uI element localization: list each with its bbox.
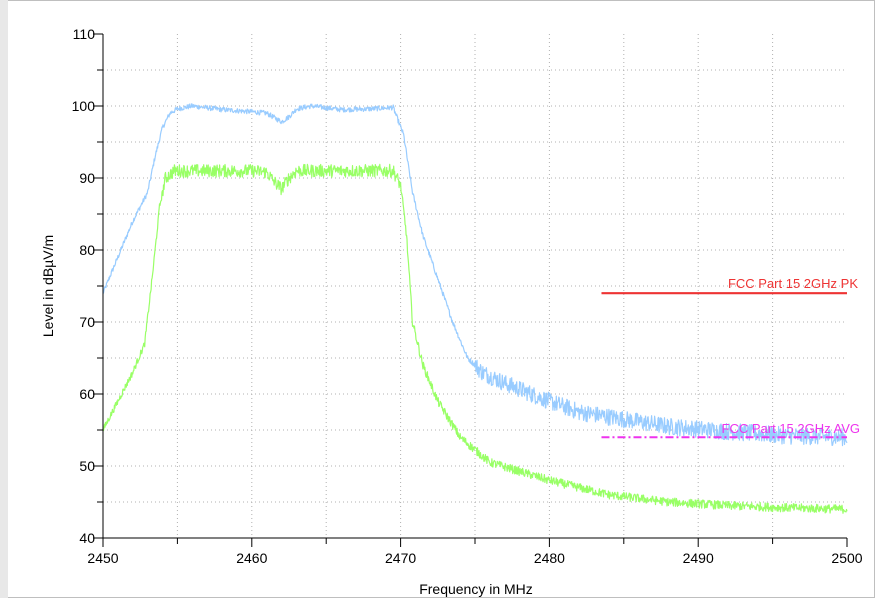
- y-tick-label: 90: [79, 170, 95, 186]
- y-axis-label: Level in dBµV/m: [40, 235, 56, 337]
- left-edge-strip: [0, 0, 8, 598]
- y-tick-label: 80: [79, 242, 95, 258]
- y-tick-label: 110: [73, 26, 96, 42]
- average-trace-line: [102, 163, 848, 514]
- tick-labels: 40 50 60 70 80 90 100 110 2450 2460 2470 2480 2490 25…: [72, 26, 863, 566]
- x-tick-label: 2490: [683, 550, 714, 566]
- limit-layer: [601, 292, 847, 439]
- axes: [93, 33, 848, 547]
- y-tick-label: 60: [79, 386, 95, 402]
- x-tick-label: 2450: [87, 550, 118, 566]
- pk-limit-label: FCC Part 15 2GHz PK: [728, 276, 858, 291]
- peak-trace-line: [102, 103, 848, 447]
- x-tick-label: 2500: [831, 550, 862, 566]
- avg-limit-label: FCC Part 15 2GHz AVG: [722, 421, 860, 436]
- x-tick-label: 2470: [385, 550, 416, 566]
- y-tick-label: 100: [72, 98, 96, 114]
- y-tick-label: 50: [79, 458, 95, 474]
- x-tick-label: 2480: [534, 550, 565, 566]
- x-axis-label: Frequency in MHz: [419, 581, 533, 597]
- series-layer: [102, 103, 848, 514]
- grid: [103, 34, 847, 538]
- y-tick-label: 40: [79, 530, 95, 546]
- x-tick-label: 2460: [236, 550, 267, 566]
- y-tick-label: 70: [79, 314, 95, 330]
